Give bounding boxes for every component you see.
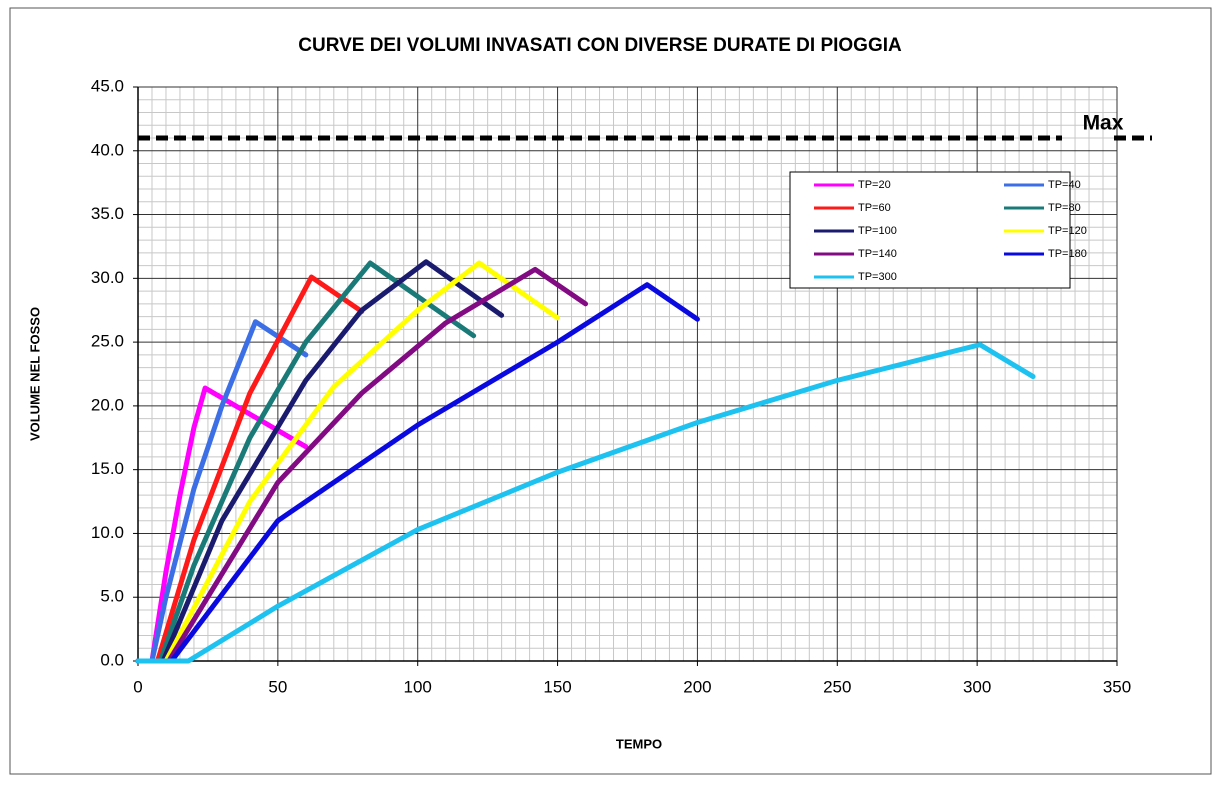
y-tick-label: 35.0 bbox=[91, 204, 124, 223]
y-tick-label: 20.0 bbox=[91, 395, 124, 414]
x-tick-label: 0 bbox=[133, 677, 142, 696]
y-axis-label: VOLUME NEL FOSSO bbox=[27, 307, 42, 441]
y-tick-label: 10.0 bbox=[91, 523, 124, 542]
legend: TP=20 TP=40 TP=60 TP=80 TP=100 TP=120 TP=140 TP… bbox=[789, 171, 1087, 289]
legend-label: TP=300 bbox=[858, 271, 897, 283]
series-lines: Max bbox=[135, 112, 1152, 664]
y-tick-label: 30.0 bbox=[91, 268, 124, 287]
annotation-label: Max bbox=[1083, 112, 1124, 135]
chart-title: CURVE DEI VOLUMI INVASATI CON DIVERSE DU… bbox=[298, 35, 902, 56]
legend-label: TP=100 bbox=[858, 225, 897, 237]
x-tick-label: 250 bbox=[823, 677, 851, 696]
y-tick-label: 45.0 bbox=[91, 76, 124, 95]
legend-label: TP=40 bbox=[1048, 179, 1081, 191]
legend-label: TP=140 bbox=[858, 248, 897, 260]
x-axis-label: TEMPO bbox=[616, 736, 662, 751]
x-tick-label: 350 bbox=[1103, 677, 1131, 696]
y-tick-label: 15.0 bbox=[91, 459, 124, 478]
y-tick-label: 0.0 bbox=[100, 650, 124, 669]
legend-label: TP=180 bbox=[1048, 248, 1087, 260]
legend-label: TP=120 bbox=[1048, 225, 1087, 237]
x-tick-label: 100 bbox=[404, 677, 432, 696]
x-tick-label: 300 bbox=[963, 677, 991, 696]
x-tick-label: 200 bbox=[683, 677, 711, 696]
series-line bbox=[135, 342, 1036, 664]
legend-label: TP=60 bbox=[858, 202, 891, 214]
y-tick-label: 40.0 bbox=[91, 140, 124, 159]
legend-label: TP=80 bbox=[1048, 202, 1081, 214]
y-tick-label: 25.0 bbox=[91, 332, 124, 351]
y-tick-label: 5.0 bbox=[100, 587, 124, 606]
grid: 0 50 100 150 200 250 300 350 0.0 5.0 10.0 15.0 20.0 2… bbox=[91, 76, 1131, 696]
x-tick-label: 150 bbox=[543, 677, 571, 696]
legend-label: TP=20 bbox=[858, 179, 891, 191]
x-tick-label: 50 bbox=[268, 677, 287, 696]
